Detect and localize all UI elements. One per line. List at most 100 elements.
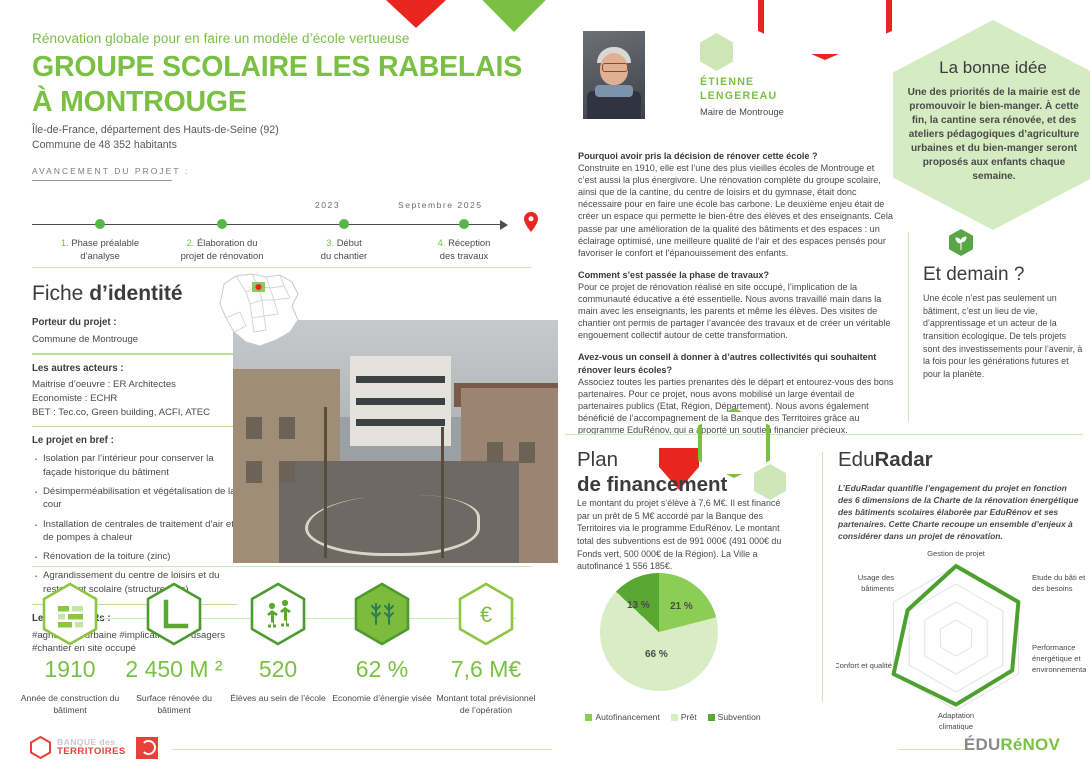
timeline-step-3: 3. Début du chantier (279, 237, 409, 262)
legend-item-subvention: Subvention (707, 712, 761, 722)
section-divider-top (32, 267, 532, 269)
timeline-dot-1 (95, 219, 105, 229)
photo-window (246, 460, 263, 483)
banque-des-territoires-logo: BANQUE des TERRITOIRES (30, 736, 158, 759)
interview-question: Pourquoi avoir pris la décision de rénov… (578, 151, 818, 161)
forts-value: #agriculture urbaine #implication des us… (32, 629, 226, 655)
page-title: GROUPE SCOLAIRE LES RABELAIS À MONTROUGE (32, 50, 532, 121)
right-vertical-divider (908, 232, 910, 422)
plan-heading: Plan de financement (577, 448, 727, 497)
financing-pie-chart: 21 % 66 % 13 % (600, 573, 718, 691)
timeline-step-1-num: 1. (60, 237, 69, 248)
radar-axis-label-gestion: Gestion de projet (927, 549, 986, 558)
footer-rule-right (898, 749, 966, 751)
person-role: Maire de Montrouge (700, 106, 784, 117)
header-kicker: Rénovation globale pour en faire un modè… (32, 31, 410, 46)
kpi-value: 2 450 M ² (125, 656, 223, 682)
plant-icon (955, 236, 967, 250)
timeline-date-1: 2023 (315, 200, 341, 210)
timeline-step-2-line1: Élaboration du (196, 237, 258, 248)
eduradar-text: L’EduRadar quantifie l’engagement du pro… (838, 483, 1079, 542)
france-map-icon (219, 273, 299, 347)
photo-tree (324, 407, 327, 559)
interview-answer: Pour ce projet de rénovation réalisé en … (578, 281, 891, 341)
person-first-name: ÉTIENNE (700, 76, 755, 88)
interview-answer: Construite en 1910, elle est l’une des p… (578, 163, 893, 258)
timeline-step-3-line1: Début (336, 237, 362, 248)
photo-window (278, 460, 295, 483)
kpi-item-year: 1910 Année de construction du bâtiment (18, 582, 122, 716)
timeline-dot-3 (339, 219, 349, 229)
pie-label-subvention: 13 % (627, 600, 650, 611)
radar-axis-label-etude-2: des besoins (1032, 584, 1073, 593)
radar-axis-label-usage-1: Usage des (858, 573, 895, 582)
kpi-item-surface: 2 450 M ² Surface rénovée du bâtiment (122, 582, 226, 716)
photo-tree (441, 426, 444, 559)
pupils-icon (250, 582, 306, 646)
et-demain-heading: Et demain ? (923, 264, 1025, 285)
fiche-divider-1 (32, 353, 237, 355)
bref-label: Le projet en bref : (32, 435, 114, 447)
acteur-line-2: BET : Tec.co, Green building, ACFI, ATEC (32, 406, 211, 418)
brick-wall-icon (42, 582, 98, 646)
section-divider-plan (565, 434, 805, 436)
project-timeline: 2023 Septembre 2025 1. Phase préalable d… (32, 196, 538, 266)
progress-label: AVANCEMENT DU PROJET : (32, 166, 190, 176)
photo-window (519, 441, 536, 464)
cdc-mark-icon (135, 736, 158, 759)
kpi-item-energy: 62 % Economie d’énergie visée (330, 582, 434, 704)
interview-item: Comment s’est passée la phase de travaux… (578, 269, 894, 342)
timeline-step-4-line1: Réception (448, 237, 491, 248)
legend-item-autofinancement: Autofinancement (585, 712, 660, 722)
title-line-2: À MONTROUGE (32, 86, 247, 119)
kpi-caption: Montant total prévisionnel de l’opératio… (436, 693, 536, 716)
progress-underline (32, 180, 172, 181)
svg-text:€: € (480, 602, 492, 627)
trees-icon (354, 582, 410, 646)
bref-item: Installation de centrales de traitement … (32, 516, 237, 545)
pie-slices (600, 573, 718, 691)
acteur-line-0: Maitrise d’oeuvre : ER Architectes (32, 379, 176, 391)
radar-left-divider (822, 452, 824, 702)
euro-icon: € (458, 582, 514, 646)
kpi-caption: Economie d’énergie visée (332, 693, 432, 703)
eduradar-heading: EduRadar (838, 448, 933, 472)
timeline-date-2: Septembre 2025 (398, 200, 483, 210)
radar-axis-label-adapt-2: climatique (939, 722, 973, 730)
radar-grid (893, 565, 1019, 711)
bref-item: Isolation par l’intérieur pour conserver… (32, 450, 237, 479)
radar-axis-label-perf-3: environnementale (1032, 665, 1086, 674)
timeline-step-4: 4. Réception des travaux (399, 237, 529, 262)
legend-item-pret: Prêt (670, 712, 697, 722)
kpi-item-pupils: 520 Élèves au sein de l’école (226, 582, 330, 704)
bt-hexagon-icon (30, 736, 51, 759)
bref-list: Isolation par l’intérieur pour conserver… (32, 450, 237, 596)
bref-item: Désimperméabilisation et végétalisation … (32, 483, 237, 512)
radar-series (891, 564, 1021, 707)
acteur-line-1: Economiste : ECHR (32, 392, 118, 404)
radar-axis-label-perf-2: énergétique et (1032, 654, 1081, 663)
person-last-name: LENGEREAU (700, 89, 778, 102)
pie-legend: Autofinancement Prêt Subvention (563, 712, 783, 722)
bref-item: Agrandissement du centre de loisirs et d… (32, 567, 237, 596)
kpi-caption: Année de construction du bâtiment (20, 693, 120, 716)
location-region: Île-de-France, département des Hauts-de-… (32, 124, 279, 136)
school-courtyard-photo (233, 320, 558, 563)
bt-line-2: TERRITOIRES (57, 745, 126, 757)
fiche-heading-light: Fiche (32, 282, 90, 305)
eduradar-radar-chart: Gestion de projet Etude du bâti et des b… (836, 549, 1086, 730)
left-column: Rénovation globale pour en faire un modè… (0, 0, 560, 770)
timeline-step-1-line2: d’analyse (80, 249, 120, 261)
section-divider-kpi (32, 566, 532, 568)
timeline-step-4-num: 4. (437, 237, 446, 248)
timeline-step-1: 1. Phase préalable d’analyse (35, 237, 165, 262)
mayor-portrait-photo (583, 31, 645, 119)
eduradar-heading-bold: Radar (874, 448, 933, 471)
bonne-idee-text: Une des priorités de la mairie est de pr… (907, 87, 1081, 182)
photo-window (246, 417, 263, 440)
timeline-step-2-num: 2. (186, 237, 195, 248)
bref-item: Rénovation de la toiture (zinc) (32, 548, 237, 566)
fiche-heading-bold: d’identité (89, 282, 183, 305)
kpi-value: 1910 (44, 656, 96, 682)
interview-item: Pourquoi avoir pris la décision de rénov… (578, 150, 894, 259)
